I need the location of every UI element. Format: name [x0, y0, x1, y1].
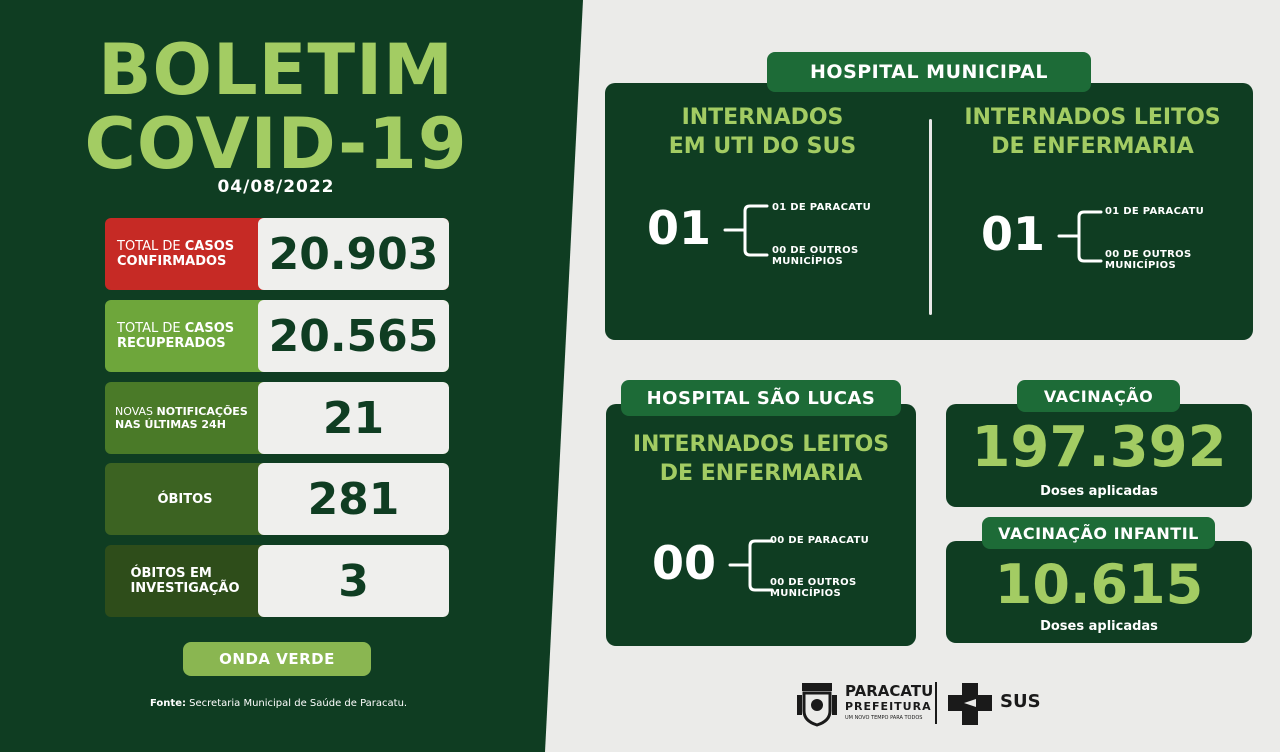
hospital-sao-lucas-panel: INTERNADOS LEITOS DE ENFERMARIA 00 00 DE…	[606, 404, 916, 646]
vacinacao-value: 197.392	[971, 415, 1227, 480]
divider	[929, 119, 932, 315]
uti-sub-outros: 00 DE OUTROS MUNICÍPIOS	[772, 245, 859, 267]
enfermaria-sub-outros: 00 DE OUTROS MUNICÍPIOS	[1105, 249, 1192, 271]
enfermaria-heading: INTERNADOS LEITOS DE ENFERMARIA	[964, 105, 1221, 159]
paracatu-name: PARACATU	[845, 682, 934, 700]
stat-value-recuperados: 20.565	[258, 300, 449, 372]
sao-lucas-sub-paracatu: 00 DE PARACATU	[770, 535, 870, 546]
hospital-sao-lucas-tab: HOSPITAL SÃO LUCAS	[621, 380, 901, 416]
vacinacao-infantil-panel: 10.615 Doses aplicadas	[946, 541, 1252, 643]
footer-divider	[935, 682, 937, 724]
vacinacao-infantil-value: 10.615	[994, 553, 1204, 616]
bulletin-date: 04/08/2022	[217, 177, 335, 197]
enfermaria-sub-paracatu: 01 DE PARACATU	[1105, 206, 1205, 217]
prefeitura-label: PREFEITURA	[845, 700, 932, 713]
stat-label-recuperados: TOTAL DE CASOS RECUPERADOS	[117, 321, 235, 351]
sao-lucas-heading: INTERNADOS LEITOS DE ENFERMARIA	[632, 432, 890, 486]
stat-label-obitos-investigacao: ÓBITOS EM INVESTIGAÇÃO	[130, 566, 240, 596]
stat-label-obitos: ÓBITOS	[157, 491, 213, 507]
stat-row-confirmados: TOTAL DE CASOS CONFIRMADOS 20.903	[105, 218, 449, 290]
stat-value-obitos: 281	[258, 463, 449, 535]
stat-label-confirmados: TOTAL DE CASOS CONFIRMADOS	[117, 239, 235, 269]
vacinacao-infantil-sub: Doses aplicadas	[1040, 619, 1158, 634]
stat-row-obitos: ÓBITOS 281	[105, 463, 449, 535]
sao-lucas-sub-outros: 00 DE OUTROS MUNICÍPIOS	[770, 577, 857, 599]
stat-value-notificacoes: 21	[258, 382, 449, 454]
sao-lucas-bracket-icon	[728, 539, 774, 592]
hospital-municipal-tab: HOSPITAL MUNICIPAL	[767, 52, 1091, 92]
stat-row-obitos-investigacao: ÓBITOS EM INVESTIGAÇÃO 3	[105, 545, 449, 617]
city-crest-icon	[797, 683, 837, 727]
uti-bracket-icon	[723, 204, 769, 257]
title-line1: BOLETIM	[98, 29, 454, 111]
stat-value-confirmados: 20.903	[258, 218, 449, 290]
enfermaria-bracket-icon	[1057, 210, 1103, 263]
slogan: UM NOVO TEMPO PARA TODOS	[845, 715, 923, 721]
stat-row-notificacoes: NOVAS NOTIFICAÇÕES NAS ÚLTIMAS 24H 21	[105, 382, 449, 454]
title-line2: COVID-19	[84, 103, 468, 185]
stat-row-recuperados: TOTAL DE CASOS RECUPERADOS 20.565	[105, 300, 449, 372]
source-note: Fonte: Secretaria Municipal de Saúde de …	[150, 698, 408, 709]
stat-label-notificacoes: NOVAS NOTIFICAÇÕES NAS ÚLTIMAS 24H	[115, 405, 248, 431]
sus-cross-icon	[948, 683, 992, 725]
sus-label: SUS	[1000, 691, 1041, 712]
enfermaria-value: 01	[981, 207, 1046, 261]
uti-sub-paracatu: 01 DE PARACATU	[772, 202, 872, 213]
sao-lucas-value: 00	[652, 536, 717, 590]
stat-value-obitos-investigacao: 3	[258, 545, 449, 617]
vacinacao-panel: 197.392 Doses aplicadas	[946, 404, 1252, 507]
uti-heading: INTERNADOS EM UTI DO SUS	[668, 105, 857, 159]
vacinacao-tab: VACINAÇÃO	[1017, 380, 1180, 412]
uti-value: 01	[647, 201, 712, 255]
onda-verde-badge: ONDA VERDE	[183, 642, 371, 676]
vacinacao-sub: Doses aplicadas	[1040, 484, 1158, 499]
hospital-municipal-panel: INTERNADOS EM UTI DO SUS 01 01 DE PARACA…	[605, 83, 1253, 340]
vacinacao-infantil-tab: VACINAÇÃO INFANTIL	[982, 517, 1215, 549]
